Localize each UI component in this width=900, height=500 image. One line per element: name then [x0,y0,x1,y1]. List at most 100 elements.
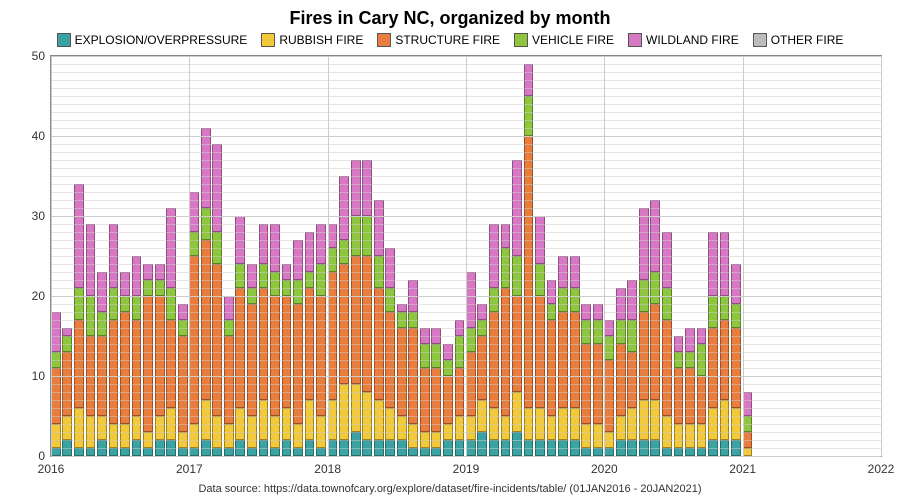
bar-segment-rubbish [674,424,684,448]
y-axis-label: 50 [15,49,51,63]
bar-segment-rubbish [224,424,234,448]
gridline-vertical [743,56,744,456]
bar-column [362,160,372,456]
bar-segment-explosion [408,448,418,456]
bar-segment-wildland [685,328,695,352]
bar-segment-vehicle [558,288,568,312]
bar-segment-rubbish [685,424,695,448]
bar-segment-rubbish [132,416,142,440]
bar-segment-vehicle [720,296,730,320]
bar-segment-explosion [270,448,280,456]
bar-segment-rubbish [616,416,626,440]
bar-segment-wildland [120,272,130,296]
bar-segment-structure [166,320,176,408]
bar-segment-wildland [224,296,234,320]
bar-segment-wildland [547,280,557,304]
bar-segment-vehicle [351,216,361,256]
x-axis-label: 2018 [303,456,353,476]
bar-segment-rubbish [697,424,707,448]
bar-segment-structure [397,328,407,416]
x-axis-label: 2022 [856,456,900,476]
bar-column [512,160,522,456]
bar-column [212,144,222,456]
gridline-vertical [881,56,882,456]
bar-segment-explosion [316,448,326,456]
bar-column [270,224,280,456]
bar-segment-explosion [604,448,614,456]
legend-swatch [514,33,528,47]
bar-column [466,272,476,456]
bar-segment-vehicle [581,320,591,344]
bar-segment-vehicle [189,232,199,256]
bar-segment-rubbish [593,424,603,448]
bar-segment-vehicle [420,344,430,368]
bar-segment-explosion [431,448,441,456]
bar-segment-rubbish [512,392,522,432]
bar-segment-explosion [293,448,303,456]
bar-segment-wildland [397,304,407,312]
bar-segment-rubbish [639,400,649,440]
y-axis-label: 30 [15,209,51,223]
bar-column [581,304,591,456]
bar-segment-wildland [293,240,303,280]
bar-column [120,272,130,456]
plot-area: 010203040502016201720182019202020212022 [50,55,882,457]
bar-segment-vehicle [431,344,441,368]
bar-segment-rubbish [97,416,107,440]
bar-segment-structure [224,336,234,424]
x-axis-label: 2016 [26,456,76,476]
bar-column [166,208,176,456]
bar-segment-wildland [743,392,753,416]
bar-segment-rubbish [650,400,660,440]
bar-segment-rubbish [581,424,591,448]
bar-column [339,176,349,456]
bar-segment-explosion [247,448,257,456]
bar-segment-vehicle [524,96,534,136]
bar-column [639,208,649,456]
gridline-vertical [328,56,329,456]
bar-segment-wildland [385,248,395,288]
bar-segment-rubbish [201,400,211,440]
bar-segment-structure [604,360,614,432]
bar-segment-rubbish [408,424,418,448]
bar-segment-explosion [581,448,591,456]
bar-segment-structure [339,264,349,384]
bar-segment-explosion [351,432,361,456]
bar-segment-vehicle [339,240,349,264]
bar-segment-rubbish [305,400,315,440]
bar-segment-rubbish [74,408,84,448]
bar-segment-rubbish [547,416,557,440]
bar-segment-vehicle [362,216,372,256]
legend-swatch [57,33,71,47]
bar-column [558,256,568,456]
bar-segment-explosion [74,448,84,456]
bar-segment-vehicle [259,264,269,288]
bar-column [351,160,361,456]
bar-segment-structure [155,296,165,416]
bar-segment-vehicle [466,328,476,352]
bar-segment-rubbish [259,400,269,440]
bar-segment-explosion [420,448,430,456]
bar-column [86,224,96,456]
bar-column [259,224,269,456]
bar-segment-vehicle [86,296,96,336]
bar-segment-vehicle [501,248,511,288]
bar-segment-vehicle [570,288,580,312]
bar-segment-vehicle [293,280,303,304]
source-text: Data source: https://data.townofcary.org… [0,483,900,495]
legend-item: VEHICLE FIRE [514,33,614,47]
bar-column [97,272,107,456]
bar-segment-vehicle [489,288,499,312]
bar-segment-explosion [685,448,695,456]
bar-segment-explosion [120,448,130,456]
bar-segment-structure [235,288,245,408]
bar-segment-wildland [627,280,637,320]
gridline-vertical [604,56,605,456]
bar-segment-wildland [132,256,142,296]
bar-column [593,304,603,456]
bar-segment-vehicle [593,320,603,344]
bar-segment-vehicle [731,304,741,328]
bar-segment-structure [316,296,326,416]
legend-swatch [628,33,642,47]
bar-segment-vehicle [270,272,280,296]
